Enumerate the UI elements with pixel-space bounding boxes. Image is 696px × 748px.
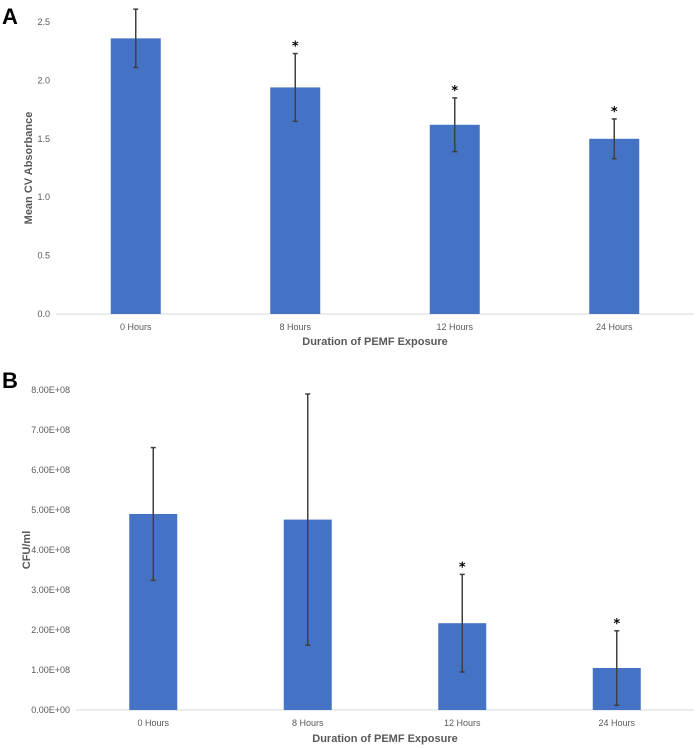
y-tick-label: 7.00E+08 — [31, 425, 70, 435]
y-tick-label: 6.00E+08 — [31, 465, 70, 475]
y-tick-label: 8.00E+08 — [31, 385, 70, 395]
y-tick-label: 0.0 — [37, 309, 50, 319]
x-tick-label: 24 Hours — [596, 322, 633, 332]
significance-marker: * — [459, 560, 466, 575]
y-tick-label: 3.00E+08 — [31, 585, 70, 595]
significance-marker: * — [613, 617, 620, 632]
panel-a-label: A — [2, 4, 18, 29]
bar — [110, 38, 161, 315]
y-axis-title: Mean CV Absorbance — [23, 112, 35, 225]
y-tick-label: 2.00E+08 — [31, 625, 70, 635]
x-tick-label: 0 Hours — [120, 322, 152, 332]
x-axis-title: Duration of PEMF Exposure — [302, 336, 447, 348]
y-tick-label: 1.0 — [37, 192, 50, 202]
y-tick-label: 1.00E+08 — [31, 665, 70, 675]
x-tick-label: 8 Hours — [279, 322, 311, 332]
x-tick-label: 8 Hours — [292, 718, 324, 728]
panel-b-label: B — [2, 368, 18, 393]
significance-marker: * — [451, 84, 458, 99]
bar — [589, 138, 640, 314]
y-tick-label: 4.00E+08 — [31, 545, 70, 555]
significance-marker: * — [611, 105, 618, 120]
x-tick-label: 12 Hours — [436, 322, 473, 332]
x-axis-title: Duration of PEMF Exposure — [312, 733, 457, 745]
bar — [429, 124, 480, 314]
bar — [270, 87, 321, 315]
y-tick-label: 2.0 — [37, 75, 50, 85]
x-tick-label: 12 Hours — [444, 718, 481, 728]
y-tick-label: 1.5 — [37, 134, 50, 144]
x-tick-label: 24 Hours — [598, 718, 635, 728]
chart-b-cfu-per-ml: 0.00E+00 1.00E+08 2.00E+08 3.00E+08 4.00E+08… — [21, 385, 694, 745]
y-tick-label: 2.5 — [37, 17, 50, 27]
y-tick-label: 5.00E+08 — [31, 505, 70, 515]
x-tick-label: 0 Hours — [137, 718, 169, 728]
significance-marker: * — [292, 40, 299, 55]
y-tick-label: 0.00E+00 — [31, 705, 70, 715]
y-tick-label: 0.5 — [37, 251, 50, 261]
chart-a-mean-cv-absorbance: 0.0 0.5 1.0 1.5 2.0 2.5 0 Hours 8 Hours * 12 Hour… — [23, 8, 694, 348]
y-axis-title: CFU/ml — [21, 531, 33, 570]
